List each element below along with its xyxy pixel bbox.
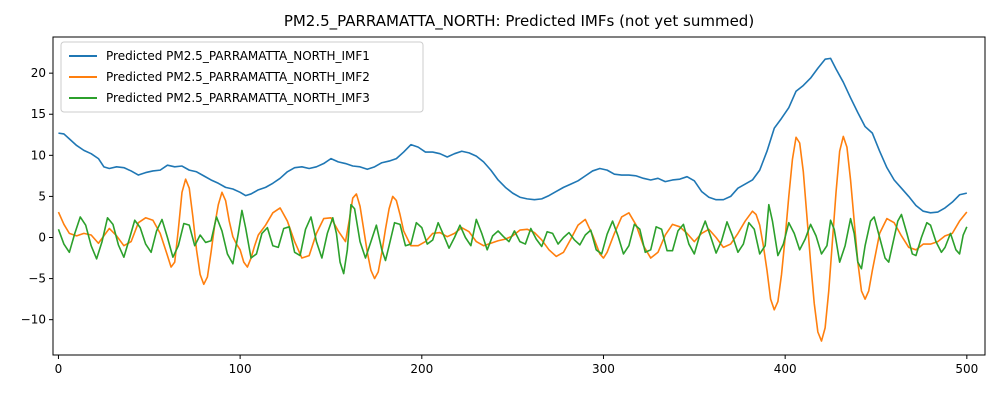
series-line-imf3 <box>57 203 968 275</box>
series-line-imf1 <box>58 57 968 214</box>
x-tick-label: 0 <box>55 362 63 376</box>
x-tick-label: 200 <box>410 362 433 376</box>
x-tick-label: 400 <box>774 362 797 376</box>
x-tick-label: 100 <box>229 362 252 376</box>
y-tick-label: 20 <box>31 66 46 80</box>
y-tick-label: −5 <box>28 272 46 286</box>
legend-label-imf2: Predicted PM2.5_PARRAMATTA_NORTH_IMF2 <box>106 70 370 84</box>
legend-label-imf1: Predicted PM2.5_PARRAMATTA_NORTH_IMF1 <box>106 49 370 63</box>
y-tick-label: 15 <box>31 107 46 121</box>
y-axis-ticks: −10 −5 0 5 10 15 20 <box>21 66 53 327</box>
chart-title: PM2.5_PARRAMATTA_NORTH: Predicted IMFs (… <box>284 12 754 31</box>
y-tick-label: 0 <box>38 230 46 244</box>
series-line-imf2 <box>57 135 968 342</box>
legend-box <box>60 41 424 113</box>
x-tick-label: 500 <box>955 362 978 376</box>
legend-label-imf3: Predicted PM2.5_PARRAMATTA_NORTH_IMF3 <box>106 91 370 105</box>
y-tick-label: 10 <box>31 148 46 162</box>
y-tick-label: 5 <box>38 189 46 203</box>
x-tick-label: 300 <box>592 362 615 376</box>
x-axis-ticks: 0 100 200 300 400 500 <box>55 355 978 376</box>
series-layer <box>57 57 968 342</box>
legend: Predicted PM2.5_PARRAMATTA_NORTH_IMF1 Pre… <box>60 41 424 113</box>
y-tick-label: −10 <box>21 313 46 327</box>
